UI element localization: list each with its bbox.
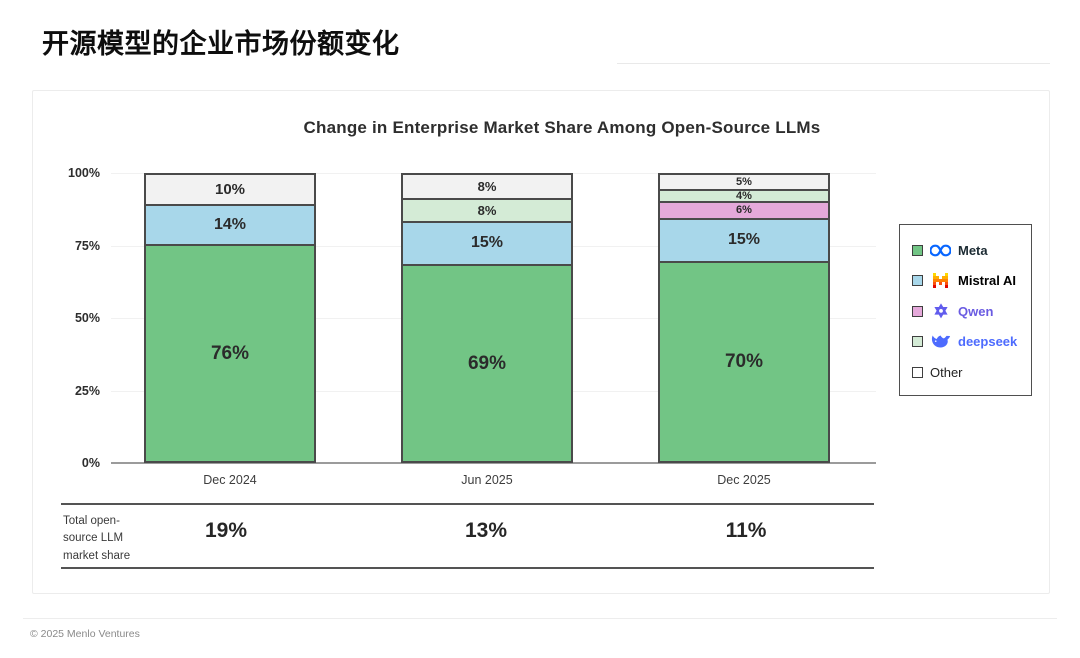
legend-item-other: Other (912, 357, 1031, 388)
y-axis-label: 0% (81, 456, 100, 470)
total-value: 13% (464, 519, 508, 542)
bar-dec-2024: 10% 14% 76% (144, 173, 316, 463)
chart-card: Change in Enterprise Market Share Among … (32, 90, 1050, 594)
plot-area: 100% 75% 50% 25% 0% 10% 14% 76% Dec 2024 8% 8% 15% 6… (68, 166, 876, 487)
total-value: 19% (204, 519, 248, 542)
bar-dec-2025: 5% 4% 6% 15% 70% (658, 173, 830, 463)
totals-top-rule (61, 503, 874, 505)
total-value: 11% (725, 519, 767, 542)
x-axis-label: Dec 2025 (717, 473, 771, 487)
segment-mistral-ai: 15% (660, 217, 828, 261)
footer-text: © 2025 Menlo Ventures (30, 628, 140, 640)
segment-other: 5% (660, 175, 828, 190)
legend-swatch (912, 244, 923, 256)
page-title: 开源模型的企业市场份额变化 (42, 29, 400, 59)
segment-deepseek: 4% (660, 189, 828, 201)
legend-item-mistral-ai: Mistral AI (912, 266, 1031, 297)
chart-title: Change in Enterprise Market Share Among … (303, 118, 821, 137)
bar-jun-2025: 8% 8% 15% 69% (401, 173, 573, 463)
footer-divider (23, 618, 1057, 619)
legend-swatch (912, 275, 923, 287)
legend-label: Qwen (958, 303, 994, 319)
segment-meta: 76% (146, 243, 314, 461)
legend-swatch (912, 366, 923, 378)
segment-other: 10% (146, 175, 314, 204)
segment-mistral-ai: 14% (146, 203, 314, 244)
segment-deepseek: 8% (403, 197, 571, 221)
segment-other: 8% (403, 175, 571, 198)
legend-swatch (912, 305, 923, 317)
legend-label: Mistral AI (958, 273, 1017, 289)
qwen-logo-icon (930, 303, 951, 320)
x-axis-label: Dec 2024 (203, 473, 257, 487)
legend-label: deepseek (958, 334, 1018, 350)
mistral-logo-icon (930, 272, 951, 289)
segment-meta: 70% (660, 260, 828, 461)
segment-meta: 69% (403, 263, 571, 461)
y-axis-label: 75% (74, 238, 100, 253)
x-axis-label: Jun 2025 (461, 473, 513, 487)
meta-logo-icon (930, 242, 951, 259)
legend-label: Other (930, 364, 963, 380)
legend-item-meta: Meta (912, 235, 1031, 266)
y-axis-label: 25% (74, 383, 100, 398)
totals-label: Total open-source LLM market share (63, 515, 131, 562)
legend-label: Meta (958, 242, 988, 258)
x-axis-line (111, 462, 876, 464)
legend-item-deepseek: deepseek (912, 327, 1031, 358)
legend: Meta Mistral AI Qwen deepseek Other (899, 224, 1032, 396)
segment-qwen: 6% (660, 200, 828, 218)
y-axis-label: 50% (74, 311, 100, 325)
deepseek-logo-icon (930, 333, 951, 350)
y-axis-label: 100% (68, 166, 100, 180)
totals-bottom-rule (61, 567, 874, 569)
legend-item-qwen: Qwen (912, 296, 1031, 327)
legend-swatch (912, 336, 923, 348)
segment-mistral-ai: 15% (403, 220, 571, 264)
title-divider (617, 63, 1050, 64)
